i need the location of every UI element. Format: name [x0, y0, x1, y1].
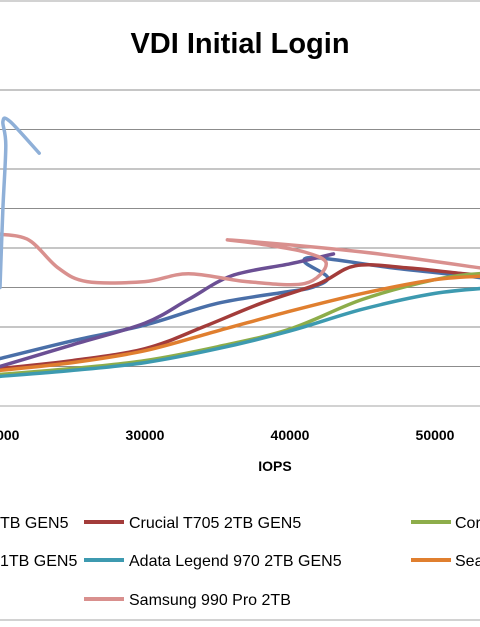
legend-label-corsair: Cor	[455, 515, 480, 532]
series-line-4	[0, 286, 480, 379]
series-group	[0, 116, 480, 379]
chart-title: VDI Initial Login	[130, 28, 349, 60]
legend-label-crucial-t705-1tb: TB GEN5	[0, 515, 69, 532]
x-tick-labels: 20000 30000 40000 50000	[0, 427, 455, 443]
series-line-2	[0, 271, 480, 377]
legend-label-samsung: Samsung 990 Pro 2TB	[129, 592, 291, 609]
legend-label-seagate: Sea	[455, 553, 480, 570]
legend-label-crucial-t700-1tb: 1TB GEN5	[0, 553, 77, 570]
series-line-6	[0, 232, 480, 287]
x-tick-label: 20000	[0, 427, 20, 443]
x-axis-title: IOPS	[258, 458, 291, 474]
series-line-7	[0, 116, 41, 290]
legend: TB GEN5 Crucial T705 2TB GEN5 Cor 1TB GE…	[0, 515, 480, 609]
x-tick-label: 50000	[416, 427, 455, 443]
series-line-5	[0, 274, 480, 373]
series-line-3	[0, 252, 336, 369]
x-tick-label: 30000	[126, 427, 165, 443]
legend-label-crucial-t705-2tb: Crucial T705 2TB GEN5	[129, 515, 301, 532]
x-tick-label: 40000	[271, 427, 310, 443]
legend-label-adata: Adata Legend 970 2TB GEN5	[129, 553, 342, 570]
